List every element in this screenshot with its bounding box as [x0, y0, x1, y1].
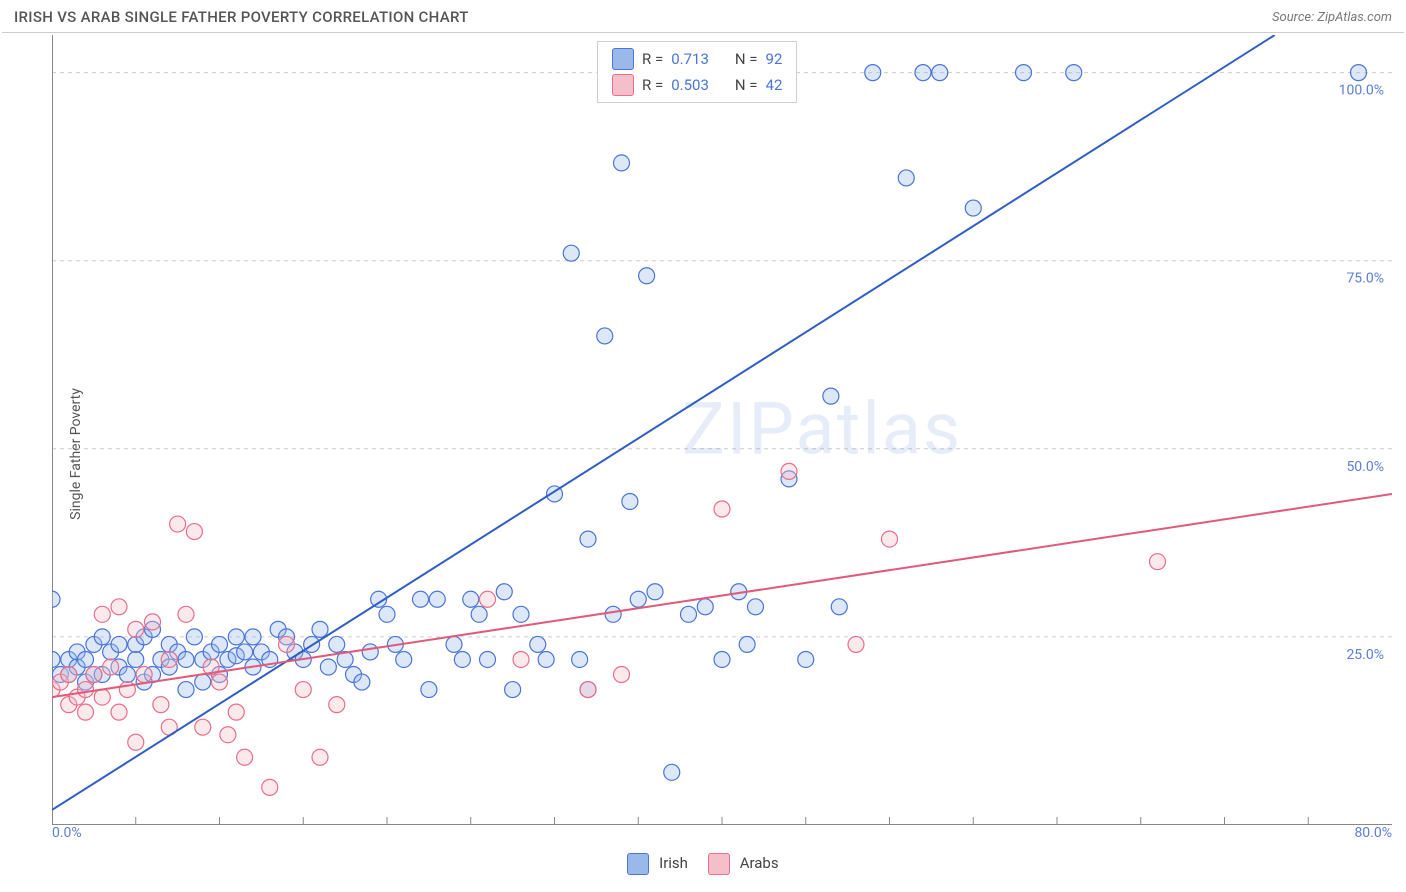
- svg-text:25.0%: 25.0%: [1346, 647, 1384, 663]
- legend-row: R = 0.713 N = 92: [598, 46, 796, 72]
- legend-r-label: R =: [642, 76, 663, 94]
- legend-row: R = 0.503 N = 42: [598, 72, 796, 98]
- legend-n-label: N =: [735, 50, 758, 68]
- scatter-plot-svg: 25.0% 50.0% 75.0% 100.0% ZIPatlas: [52, 35, 1392, 825]
- chart-title: IRISH VS ARAB SINGLE FATHER POVERTY CORR…: [14, 8, 469, 26]
- legend-r-label: R =: [642, 50, 663, 68]
- legend-n-value: 42: [766, 76, 783, 94]
- svg-text:ZIPatlas: ZIPatlas: [682, 387, 962, 472]
- svg-text:50.0%: 50.0%: [1346, 459, 1384, 475]
- legend-series-name: Irish: [659, 854, 688, 872]
- chart-header: IRISH VS ARAB SINGLE FATHER POVERTY CORR…: [0, 0, 1406, 32]
- svg-text:75.0%: 75.0%: [1346, 271, 1384, 287]
- legend-item: Irish: [627, 853, 688, 875]
- correlation-legend: R = 0.713 N = 92 R = 0.503 N = 42: [597, 41, 797, 103]
- legend-r-value: 0.503: [671, 76, 709, 94]
- legend-n-value: 92: [766, 50, 783, 68]
- chart-container: Single Father Poverty 25.0%50.0%75.0%100…: [2, 32, 1404, 875]
- legend-swatch: [708, 853, 730, 875]
- legend-swatch: [627, 853, 649, 875]
- legend-r-value: 0.713: [671, 50, 709, 68]
- legend-swatch: [612, 74, 634, 96]
- chart-source: Source: ZipAtlas.com: [1272, 10, 1392, 25]
- svg-text:100.0%: 100.0%: [1339, 83, 1384, 99]
- plot-area: 25.0% 50.0% 75.0% 100.0% ZIPatlas R = 0.713 …: [52, 35, 1404, 825]
- legend-n-label: N =: [735, 76, 758, 94]
- legend-item: Arabs: [708, 853, 779, 875]
- legend-series-name: Arabs: [740, 854, 779, 872]
- legend-swatch: [612, 48, 634, 70]
- x-axis-labels: 0.0%80.0%: [52, 825, 1392, 847]
- series-legend: Irish Arabs: [2, 853, 1404, 875]
